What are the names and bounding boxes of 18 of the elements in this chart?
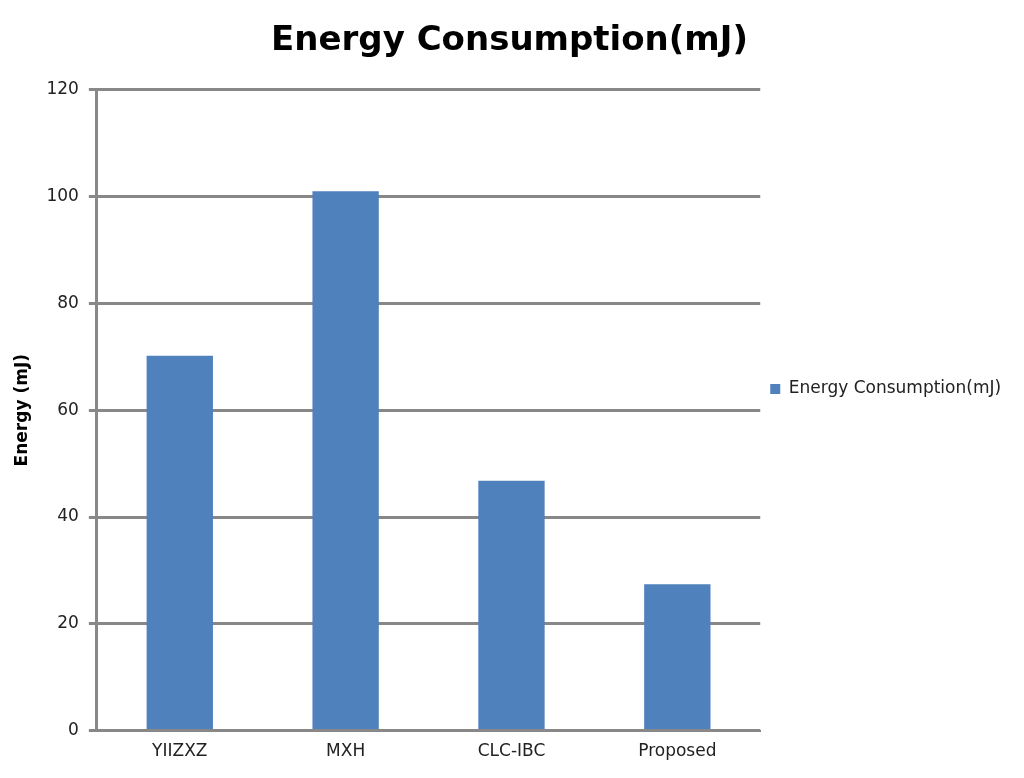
bar (146, 355, 213, 730)
y-tick-label: 20 (57, 612, 79, 633)
legend-label: Energy Consumption(mJ) (788, 377, 1002, 398)
y-tick-label: 120 (46, 78, 79, 99)
y-tick-label: 80 (57, 291, 79, 312)
bar (478, 480, 545, 730)
y-axis-title: Energy (mJ) (10, 354, 31, 467)
y-tick-label: 40 (57, 505, 79, 526)
x-tick-label: Proposed (638, 740, 717, 761)
y-tick-label: 60 (57, 398, 79, 419)
bar (312, 191, 379, 730)
x-tick-label: YIIZXZ (151, 740, 208, 761)
bar (644, 584, 711, 730)
chart-title: Energy Consumption(mJ) (271, 18, 748, 59)
x-tick-label: CLC-IBC (477, 740, 546, 761)
y-tick-label: 0 (68, 719, 79, 740)
y-tick-label: 100 (46, 185, 79, 206)
x-tick-label: MXH (326, 740, 366, 761)
